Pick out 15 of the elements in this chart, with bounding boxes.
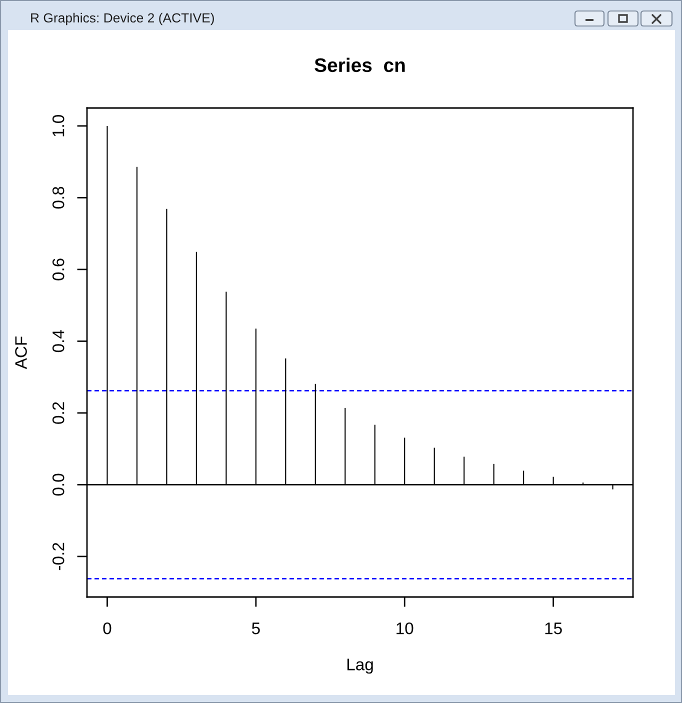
x-tick-label: 5 <box>252 622 260 634</box>
chart-title: Series cn <box>314 58 405 72</box>
y-tick-label: 0.8 <box>52 186 64 209</box>
y-tick-label: 0.0 <box>52 474 64 496</box>
x-axis-title: Lag <box>347 658 373 674</box>
y-tick-label: 0.6 <box>52 258 64 280</box>
text: R Graphics: Device 2 (ACTIVE) <box>31 12 214 26</box>
y-tick-label: -0.2 <box>52 542 64 570</box>
y-tick-label: 0.4 <box>52 330 64 352</box>
x-tick-label: 10 <box>396 622 414 634</box>
y-axis-title: ACF <box>15 336 27 370</box>
x-tick-label: 0 <box>103 622 112 634</box>
y-tick-label: 1.0 <box>52 115 64 136</box>
y-tick-label: 0.2 <box>52 402 64 424</box>
x-tick-label: 15 <box>545 622 562 634</box>
